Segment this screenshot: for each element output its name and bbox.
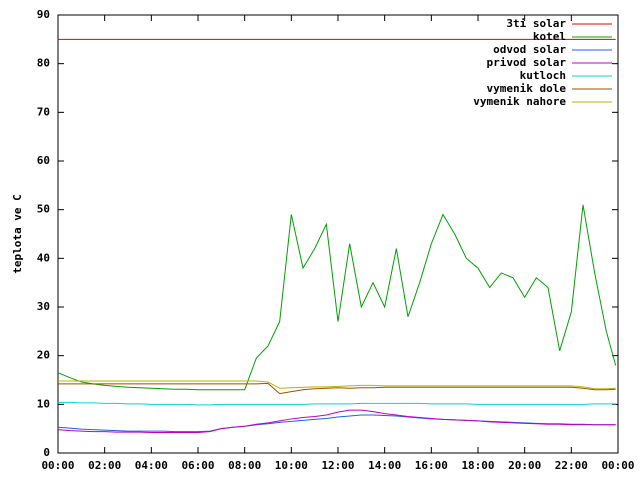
y-tick-label: 40	[37, 251, 50, 264]
x-tick-label: 00:00	[601, 459, 634, 472]
plot-border	[57, 14, 619, 454]
series-line	[57, 204, 617, 391]
x-tick-label: 22:00	[555, 459, 588, 472]
series-line	[58, 401, 616, 406]
y-tick-label: 20	[37, 349, 50, 362]
y-axis-label: teplota ve C	[11, 194, 24, 273]
x-tick-label: 04:00	[135, 459, 168, 472]
y-tick-label: 70	[37, 105, 50, 118]
legend-label: kotel	[533, 30, 566, 43]
x-tick-label: 18:00	[461, 459, 494, 472]
y-tick-label: 30	[37, 300, 50, 313]
x-tick-label: 00:00	[41, 459, 74, 472]
y-tick-label: 0	[43, 446, 50, 459]
y-tick-label: 10	[37, 397, 50, 410]
legend-label: kutloch	[520, 69, 566, 82]
y-tick-label: 90	[37, 8, 50, 21]
x-tick-label: 06:00	[181, 459, 214, 472]
x-tick-label: 10:00	[275, 459, 308, 472]
series-line	[58, 382, 616, 395]
x-tick-label: 12:00	[321, 459, 354, 472]
series-line	[58, 380, 616, 390]
y-tick-label: 60	[37, 154, 50, 167]
series-line	[57, 409, 616, 434]
legend-label: vymenik nahore	[473, 95, 566, 108]
legend-label: odvod solar	[493, 43, 566, 56]
legend-label: 3ti solar	[506, 17, 566, 30]
x-tick-label: 14:00	[368, 459, 401, 472]
y-tick-label: 50	[37, 203, 50, 216]
x-tick-label: 02:00	[88, 459, 121, 472]
legend-label: vymenik dole	[487, 82, 567, 95]
legend-label: privod solar	[487, 56, 567, 69]
x-tick-label: 20:00	[508, 459, 541, 472]
x-tick-label: 16:00	[415, 459, 448, 472]
y-tick-label: 80	[37, 57, 50, 70]
x-tick-label: 08:00	[228, 459, 261, 472]
